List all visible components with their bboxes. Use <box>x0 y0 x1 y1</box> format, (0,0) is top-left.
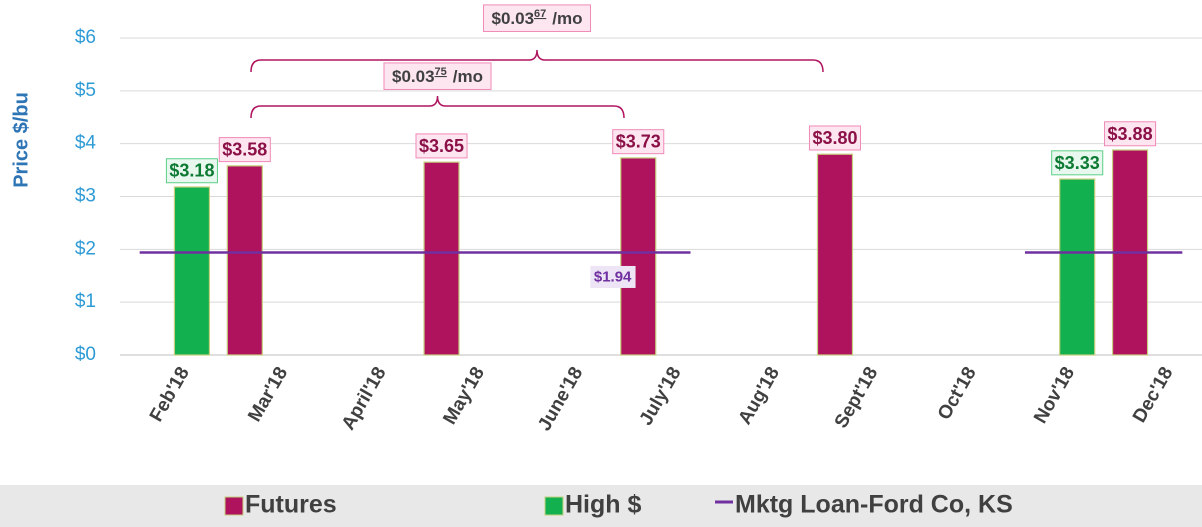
y-tick-label: $0 <box>75 344 96 365</box>
y-tick-label: $3 <box>75 186 96 207</box>
bar <box>620 157 657 356</box>
bar <box>816 153 854 356</box>
legend-background <box>0 485 1202 527</box>
bracket <box>250 49 824 73</box>
bar <box>226 165 263 356</box>
y-axis-label: Price $/bu <box>10 92 32 188</box>
value-label-box <box>165 158 218 184</box>
y-tick-label: $4 <box>75 133 97 154</box>
value-label: $3.88 <box>1108 124 1153 144</box>
annotation-sup: 67 <box>534 8 546 20</box>
value-label: $3.80 <box>812 128 857 148</box>
legend-label: High $ <box>565 491 641 519</box>
y-tick-label: $5 <box>75 80 96 101</box>
value-label: $3.58 <box>222 140 267 160</box>
y-tick-label: $1 <box>75 291 96 312</box>
bracket <box>250 95 625 119</box>
value-label-box <box>1051 150 1104 176</box>
annotation-box <box>482 4 592 32</box>
legend-label: Futures <box>245 491 337 519</box>
value-label: $3.33 <box>1055 153 1100 173</box>
bar <box>173 186 211 356</box>
value-label-box <box>415 133 468 159</box>
x-tick-label: Sept'18 <box>831 364 883 432</box>
x-tick-label: Mar'18 <box>244 364 292 426</box>
value-label: $1.94 <box>594 268 632 285</box>
x-tick-label: Nov'18 <box>1030 364 1079 428</box>
annotation-sup: 75 <box>435 66 447 78</box>
x-tick-label: July'18 <box>636 364 686 430</box>
x-tick-label: May'18 <box>439 364 488 429</box>
value-label-box <box>612 129 665 155</box>
value-label: $3.18 <box>169 161 214 181</box>
annotation: $0.0367/mo <box>491 8 582 29</box>
value-label: $3.65 <box>419 136 464 156</box>
legend-label: Mktg Loan-Ford Co, KS <box>735 491 1013 519</box>
annotation-text: $0.03 <box>491 9 534 28</box>
annotation: $0.0375/mo <box>392 66 483 87</box>
value-label-box <box>808 125 862 151</box>
x-tick-label: June'18 <box>534 364 587 435</box>
annotation-unit: /mo <box>453 67 483 86</box>
x-tick-label: Dec'18 <box>1129 364 1177 427</box>
x-tick-label: Feb'18 <box>146 364 194 426</box>
x-tick-label: Aug'18 <box>735 364 784 429</box>
value-label-box <box>590 265 636 288</box>
annotation-unit: /mo <box>552 9 582 28</box>
legend-swatch <box>224 496 244 516</box>
value-label-box <box>1104 121 1157 147</box>
y-tick-label: $2 <box>75 238 96 259</box>
x-tick-label: Oct'18 <box>934 364 981 424</box>
value-label-box <box>218 137 271 163</box>
bar <box>1059 178 1096 356</box>
value-label: $3.73 <box>616 132 661 152</box>
annotation-text: $0.03 <box>392 67 435 86</box>
bar <box>423 161 460 356</box>
legend-swatch <box>544 496 564 516</box>
y-tick-label: $6 <box>75 27 96 48</box>
annotation-box <box>383 62 492 90</box>
x-tick-label: April'18 <box>338 364 391 434</box>
